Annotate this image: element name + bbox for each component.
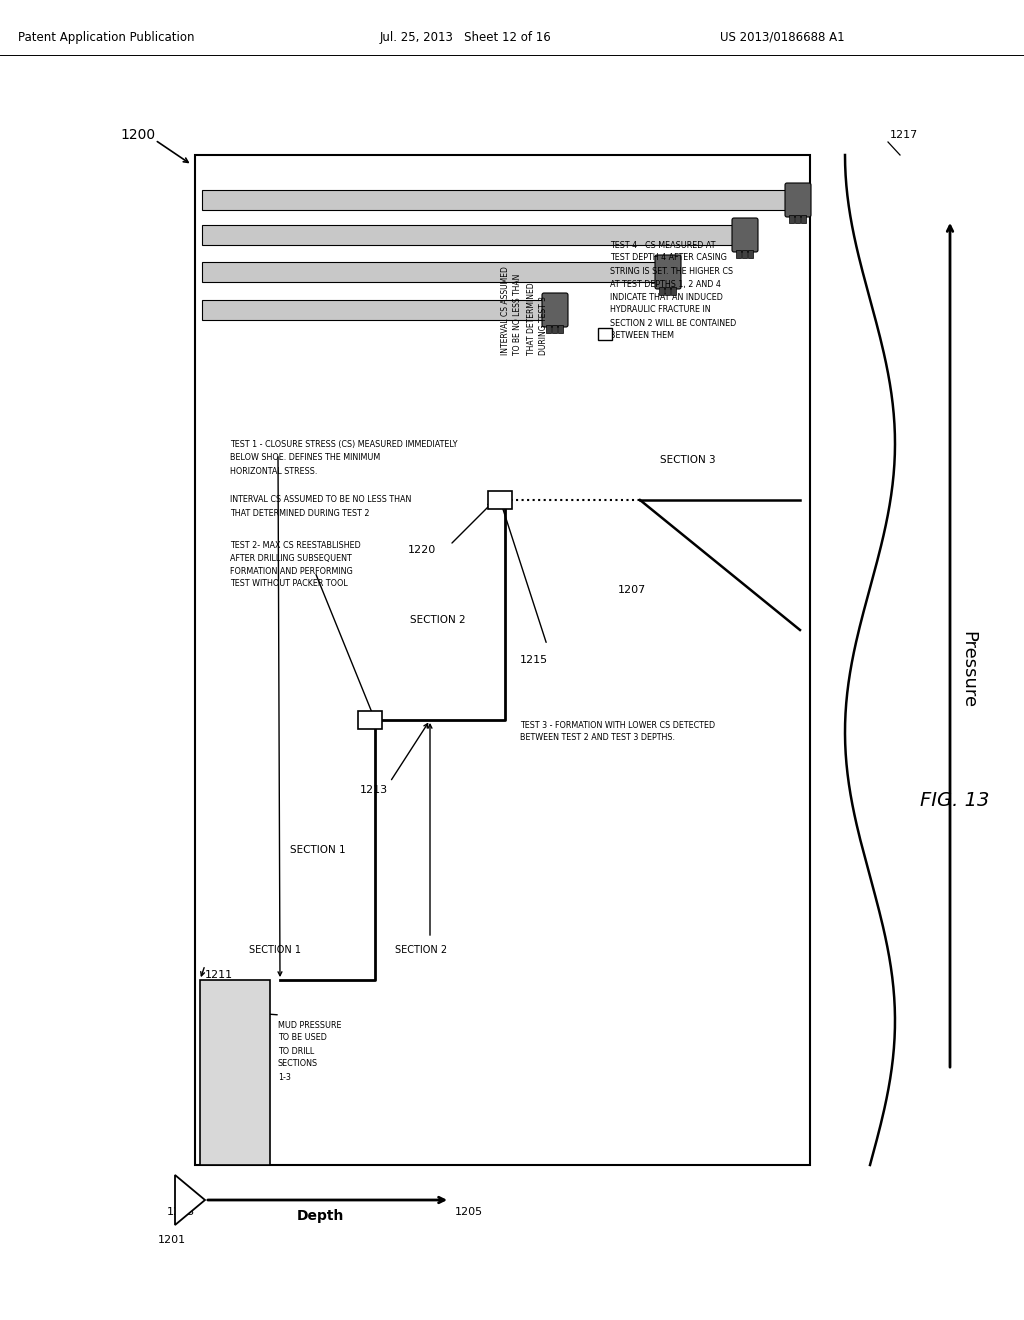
- Bar: [552, 325, 557, 333]
- Bar: [736, 249, 741, 257]
- Text: SECTION 2: SECTION 2: [410, 615, 466, 624]
- Text: INTERVAL CS ASSUMED: INTERVAL CS ASSUMED: [501, 267, 510, 355]
- Text: HORIZONTAL STRESS.: HORIZONTAL STRESS.: [230, 466, 317, 475]
- Text: 1217: 1217: [890, 129, 919, 140]
- Bar: [358, 711, 382, 729]
- Text: 1200: 1200: [120, 128, 155, 143]
- Text: STRING IS SET. THE HIGHER CS: STRING IS SET. THE HIGHER CS: [610, 267, 733, 276]
- Text: 1213: 1213: [360, 785, 388, 795]
- Bar: [202, 261, 668, 282]
- Bar: [795, 215, 800, 223]
- FancyBboxPatch shape: [542, 293, 568, 327]
- Text: DURING TEST 3: DURING TEST 3: [540, 296, 549, 355]
- Text: 1207: 1207: [618, 585, 646, 595]
- Text: 1205: 1205: [455, 1206, 483, 1217]
- Text: HYDRAULIC FRACTURE IN: HYDRAULIC FRACTURE IN: [610, 305, 711, 314]
- Text: 1201: 1201: [158, 1236, 186, 1245]
- Text: 1215: 1215: [520, 655, 548, 665]
- Text: SECTION 2: SECTION 2: [395, 945, 447, 954]
- Text: TO DRILL: TO DRILL: [278, 1047, 314, 1056]
- Bar: [671, 286, 676, 294]
- Text: AFTER DRILLING SUBSEQUENT: AFTER DRILLING SUBSEQUENT: [230, 553, 352, 562]
- Bar: [598, 327, 612, 341]
- Text: TEST 4 - CS MEASURED AT: TEST 4 - CS MEASURED AT: [610, 240, 716, 249]
- Text: FORMATION AND PERFORMING: FORMATION AND PERFORMING: [230, 566, 352, 576]
- FancyBboxPatch shape: [732, 218, 758, 252]
- FancyBboxPatch shape: [655, 255, 681, 289]
- Text: TEST 2- MAX CS REESTABLISHED: TEST 2- MAX CS REESTABLISHED: [230, 540, 360, 549]
- Text: BETWEEN TEST 2 AND TEST 3 DEPTHS.: BETWEEN TEST 2 AND TEST 3 DEPTHS.: [520, 734, 675, 742]
- Text: THAT DETERMINED: THAT DETERMINED: [526, 282, 536, 355]
- Bar: [202, 300, 555, 319]
- Text: SECTION 2 WILL BE CONTAINED: SECTION 2 WILL BE CONTAINED: [610, 318, 736, 327]
- Text: 1-3: 1-3: [278, 1072, 291, 1081]
- Bar: [801, 215, 806, 223]
- Text: BETWEEN THEM: BETWEEN THEM: [610, 331, 674, 341]
- Text: Depth: Depth: [296, 1209, 344, 1224]
- Polygon shape: [175, 1175, 205, 1225]
- Text: TEST DEPTH 4 AFTER CASING: TEST DEPTH 4 AFTER CASING: [610, 253, 727, 263]
- Text: SECTION 1: SECTION 1: [290, 845, 346, 855]
- Text: 1220: 1220: [408, 545, 436, 554]
- Text: US 2013/0186688 A1: US 2013/0186688 A1: [720, 30, 845, 44]
- Text: BELOW SHOE. DEFINES THE MINIMUM: BELOW SHOE. DEFINES THE MINIMUM: [230, 454, 380, 462]
- Text: TO BE NO LESS THAN: TO BE NO LESS THAN: [513, 273, 522, 355]
- Text: SECTION 3: SECTION 3: [660, 455, 716, 465]
- Text: Jul. 25, 2013   Sheet 12 of 16: Jul. 25, 2013 Sheet 12 of 16: [380, 30, 552, 44]
- Bar: [200, 979, 270, 1166]
- Bar: [790, 215, 794, 223]
- Bar: [748, 249, 753, 257]
- Bar: [202, 224, 745, 246]
- Text: AT TEST DEPTHS 1, 2 AND 4: AT TEST DEPTHS 1, 2 AND 4: [610, 280, 721, 289]
- Text: TO BE USED: TO BE USED: [278, 1034, 327, 1043]
- Bar: [202, 190, 798, 210]
- Bar: [488, 491, 512, 510]
- Text: 1203: 1203: [167, 1206, 195, 1217]
- Text: TEST WITHOUT PACKER TOOL: TEST WITHOUT PACKER TOOL: [230, 579, 348, 589]
- Bar: [659, 286, 664, 294]
- Text: MUD PRESSURE: MUD PRESSURE: [278, 1020, 341, 1030]
- Text: TEST 3 - FORMATION WITH LOWER CS DETECTED: TEST 3 - FORMATION WITH LOWER CS DETECTE…: [520, 721, 715, 730]
- Text: Patent Application Publication: Patent Application Publication: [18, 30, 195, 44]
- Text: Pressure: Pressure: [959, 631, 977, 709]
- Bar: [558, 325, 563, 333]
- Text: TEST 1 - CLOSURE STRESS (CS) MEASURED IMMEDIATELY: TEST 1 - CLOSURE STRESS (CS) MEASURED IM…: [230, 441, 458, 450]
- Bar: [665, 286, 670, 294]
- Text: 1211: 1211: [205, 970, 233, 979]
- Text: INTERVAL CS ASSUMED TO BE NO LESS THAN: INTERVAL CS ASSUMED TO BE NO LESS THAN: [230, 495, 412, 504]
- Text: SECTIONS: SECTIONS: [278, 1060, 318, 1068]
- Text: THAT DETERMINED DURING TEST 2: THAT DETERMINED DURING TEST 2: [230, 508, 370, 517]
- Text: FIG. 13: FIG. 13: [920, 791, 989, 809]
- Text: INDICATE THAT AN INDUCED: INDICATE THAT AN INDUCED: [610, 293, 723, 301]
- Bar: [546, 325, 551, 333]
- Bar: [195, 154, 810, 1166]
- FancyBboxPatch shape: [785, 183, 811, 216]
- Bar: [742, 249, 746, 257]
- Text: SECTION 1: SECTION 1: [249, 945, 301, 954]
